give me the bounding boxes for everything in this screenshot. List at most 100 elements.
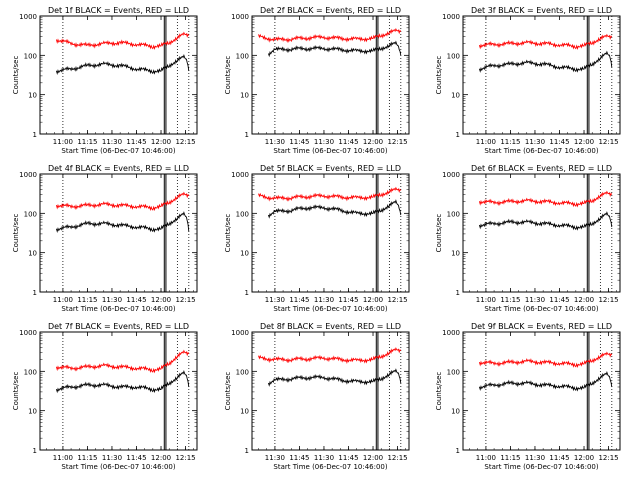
y-tick-label: 1000	[442, 171, 460, 179]
series-line-lld	[55, 349, 190, 374]
x-tick-label: 12:15	[598, 454, 618, 462]
y-tick-label: 100	[236, 52, 249, 60]
x-tick-label: 12:15	[387, 454, 407, 462]
y-tick-label: 10	[240, 92, 249, 100]
plot-frame	[39, 15, 198, 135]
y-axis-label: Counts/sec	[224, 56, 232, 95]
x-tick-label: 11:00	[476, 138, 496, 146]
y-tick-label: 1	[456, 289, 460, 297]
x-tick-label: 11:15	[77, 454, 97, 462]
series-line-events	[478, 211, 613, 231]
y-axis-label: Counts/sec	[435, 372, 443, 411]
y-tick-label: 100	[447, 368, 460, 376]
x-tick-label: 11:30	[314, 138, 334, 146]
y-tick-label: 1000	[231, 13, 249, 21]
x-tick-label: 12:15	[175, 296, 195, 304]
x-tick-label: 11:45	[338, 454, 358, 462]
series-line-events	[478, 371, 613, 392]
x-tick-label: 11:30	[102, 296, 122, 304]
plot-frame	[462, 15, 621, 135]
y-tick-label: 10	[240, 408, 249, 416]
x-tick-label: 11:30	[525, 296, 545, 304]
x-tick-label: 11:45	[338, 296, 358, 304]
y-tick-label: 100	[447, 210, 460, 218]
y-tick-label: 100	[236, 210, 249, 218]
x-tick-label: 11:15	[77, 296, 97, 304]
chart-panel: Det 2f BLACK = Events, RED = LLD 1 10 100 10…	[224, 6, 410, 155]
plot-frame	[251, 173, 410, 293]
x-tick-label: 11:30	[314, 454, 334, 462]
x-tick-label: 12:00	[151, 296, 171, 304]
series-line-lld	[258, 28, 402, 43]
x-tick-label: 12:00	[363, 296, 383, 304]
x-tick-label: 12:00	[574, 454, 594, 462]
x-tick-label: 12:00	[574, 138, 594, 146]
y-tick-label: 1	[456, 447, 460, 455]
x-axis-label: Start Time (06-Dec-07 10:46:00)	[273, 147, 387, 155]
x-axis-label: Start Time (06-Dec-07 10:46:00)	[484, 463, 598, 471]
chart-title: Det 5f BLACK = Events, RED = LLD	[260, 164, 401, 173]
chart-title: Det 2f BLACK = Events, RED = LLD	[260, 6, 401, 15]
x-tick-label: 11:00	[476, 296, 496, 304]
x-tick-label: 11:30	[265, 454, 285, 462]
x-axis-label: Start Time (06-Dec-07 10:46:00)	[61, 147, 175, 155]
y-tick-label: 1	[245, 131, 249, 139]
plot-frame	[462, 173, 621, 293]
y-tick-label: 1	[245, 289, 249, 297]
x-tick-label: 11:30	[102, 138, 122, 146]
plot-frame	[251, 331, 410, 451]
chart-panel: Det 6f BLACK = Events, RED = LLD 1 10 100 10…	[435, 164, 621, 313]
y-tick-label: 10	[28, 250, 37, 258]
x-tick-label: 11:30	[525, 454, 545, 462]
y-axis-label: Counts/sec	[12, 372, 20, 411]
y-tick-label: 100	[236, 368, 249, 376]
x-tick-label: 12:00	[363, 454, 383, 462]
plot-frame	[39, 173, 198, 293]
y-tick-label: 1000	[19, 329, 37, 337]
x-tick-label: 11:45	[549, 138, 569, 146]
x-tick-label: 12:15	[387, 296, 407, 304]
y-axis-label: Counts/sec	[435, 214, 443, 253]
chart-panel: Det 1f BLACK = Events, RED = LLD 1 10 100 10…	[12, 6, 198, 155]
x-tick-label: 12:15	[387, 138, 407, 146]
plot-frame	[251, 15, 410, 135]
y-tick-label: 1000	[442, 13, 460, 21]
x-tick-label: 11:45	[126, 454, 146, 462]
x-tick-label: 11:30	[102, 454, 122, 462]
x-tick-label: 12:15	[598, 138, 618, 146]
series-line-lld	[258, 186, 402, 202]
chart-title: Det 3f BLACK = Events, RED = LLD	[471, 6, 612, 15]
series-line-lld	[478, 351, 613, 369]
x-axis-label: Start Time (06-Dec-07 10:46:00)	[484, 305, 598, 313]
x-axis-label: Start Time (06-Dec-07 10:46:00)	[273, 305, 387, 313]
x-tick-label: 11:15	[77, 138, 97, 146]
x-tick-label: 11:45	[289, 138, 309, 146]
y-tick-label: 1000	[231, 171, 249, 179]
x-tick-label: 11:30	[265, 296, 285, 304]
x-axis-label: Start Time (06-Dec-07 10:46:00)	[484, 147, 598, 155]
y-tick-label: 100	[24, 368, 37, 376]
y-axis-label: Counts/sec	[224, 372, 232, 411]
x-tick-label: 12:00	[151, 138, 171, 146]
x-tick-label: 11:45	[338, 138, 358, 146]
x-tick-label: 11:00	[53, 138, 73, 146]
y-axis-label: Counts/sec	[224, 214, 232, 253]
x-tick-label: 11:15	[500, 454, 520, 462]
y-tick-label: 10	[451, 250, 460, 258]
y-tick-label: 10	[451, 92, 460, 100]
x-tick-label: 11:00	[53, 454, 73, 462]
chart-panel: Det 4f BLACK = Events, RED = LLD 1 10 100 10…	[12, 164, 198, 313]
x-axis-label: Start Time (06-Dec-07 10:46:00)	[273, 463, 387, 471]
x-tick-label: 12:00	[151, 454, 171, 462]
series-line-events	[267, 368, 402, 387]
series-line-events	[478, 50, 613, 73]
plot-frame	[39, 331, 198, 451]
y-tick-label: 1000	[442, 329, 460, 337]
y-tick-label: 10	[240, 250, 249, 258]
series-line-events	[55, 211, 190, 234]
series-line-events	[55, 370, 190, 394]
chart-title: Det 1f BLACK = Events, RED = LLD	[48, 6, 189, 15]
x-axis-label: Start Time (06-Dec-07 10:46:00)	[61, 463, 175, 471]
y-tick-label: 1	[33, 131, 37, 139]
